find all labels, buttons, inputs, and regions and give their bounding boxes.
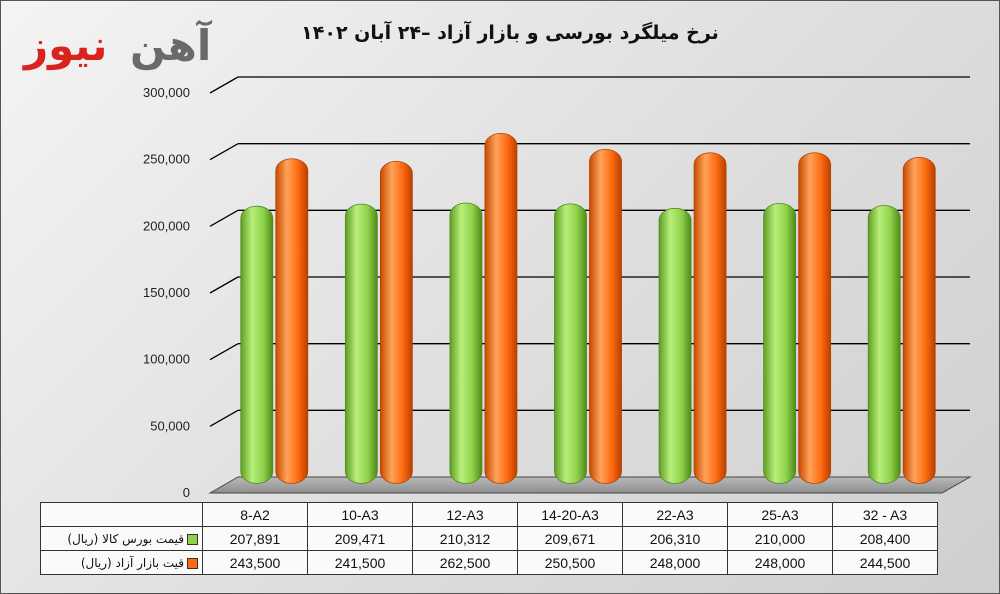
category-label: 8-A2	[202, 502, 308, 527]
gridline-depth	[209, 143, 239, 161]
bar-series-2	[275, 158, 309, 484]
series-name: قیمت بورس کالا (ریال)	[67, 531, 184, 546]
data-value: 206,310	[622, 526, 728, 551]
chart-floor	[208, 476, 972, 494]
bar-series-2	[484, 132, 518, 484]
y-tick-label: 0	[183, 485, 190, 500]
y-tick-label: 250,000	[143, 152, 190, 167]
y-tick-label: 300,000	[143, 85, 190, 100]
bar-series-2	[798, 152, 832, 484]
data-value: 250,500	[517, 550, 623, 575]
bar-series-2	[693, 152, 727, 484]
data-value: 210,312	[412, 526, 518, 551]
bar-series-2	[589, 148, 622, 484]
y-tick-label: 100,000	[143, 352, 190, 367]
table-row-series-1: قیمت بورس کالا (ریال) 207,891 209,471 21…	[40, 526, 938, 551]
category-label: 14-20-A3	[517, 502, 623, 527]
data-value: 248,000	[727, 550, 833, 575]
legend-key-orange-icon	[187, 557, 198, 569]
bar-series-1	[449, 202, 483, 484]
y-tick-label: 50,000	[150, 418, 190, 433]
data-value: 262,500	[412, 550, 518, 575]
bar-series-1	[658, 207, 692, 484]
bar-series-2	[902, 156, 936, 484]
bar-series-2	[379, 160, 413, 484]
legend-entry-series-2: قیت بازار آزاد (ریال)	[40, 550, 203, 575]
gridline-depth	[209, 276, 239, 294]
aahan-news-logo: آهن نیوز	[10, 14, 212, 84]
data-value: 241,500	[307, 550, 413, 575]
category-label: 32 - A3	[832, 502, 938, 527]
bars	[240, 132, 936, 484]
data-value: 209,671	[517, 526, 623, 551]
data-table: 8-A2 10-A3 12-A3 14-20-A3 22-A3 25-A3 32…	[40, 502, 938, 575]
data-value: 209,471	[307, 526, 413, 551]
bar-series-1	[763, 202, 797, 484]
floor-plane	[208, 476, 972, 494]
bar-series-1	[867, 205, 901, 484]
chart-title: نرخ میلگرد بورسی و بازار آزاد –۲۴ آبان ۱…	[301, 22, 719, 44]
gridline-depth	[209, 76, 239, 94]
table-corner	[40, 502, 203, 527]
legend-entry-series-1: قیمت بورس کالا (ریال)	[40, 526, 203, 551]
bar-series-1	[554, 203, 587, 484]
logo-word-news: نیوز	[24, 21, 108, 70]
gridline-depth	[209, 409, 239, 427]
y-tick-label: 150,000	[143, 285, 190, 300]
table-header-row: 8-A2 10-A3 12-A3 14-20-A3 22-A3 25-A3 32…	[40, 502, 938, 527]
bar-series-1	[344, 203, 378, 484]
data-value: 210,000	[727, 526, 833, 551]
gridline-depth	[209, 343, 239, 361]
data-value: 243,500	[202, 550, 308, 575]
data-value: 248,000	[622, 550, 728, 575]
category-label: 12-A3	[412, 502, 518, 527]
category-label: 10-A3	[307, 502, 413, 527]
logo-word-aahan: آهن	[130, 21, 212, 70]
data-value: 207,891	[202, 526, 308, 551]
bar-series-1	[240, 205, 274, 484]
y-axis-ticks: 0 50,000 100,000 150,000 200,000 250,000 300,0…	[143, 85, 190, 500]
category-label: 22-A3	[622, 502, 728, 527]
legend-key-green-icon	[187, 533, 198, 545]
gridline-depth	[209, 209, 239, 227]
data-value: 208,400	[832, 526, 938, 551]
table-row-series-2: قیت بازار آزاد (ریال) 243,500 241,500 26…	[40, 550, 938, 575]
category-label: 25-A3	[727, 502, 833, 527]
data-value: 244,500	[832, 550, 938, 575]
y-tick-label: 200,000	[143, 218, 190, 233]
series-name: قیت بازار آزاد (ریال)	[80, 555, 184, 570]
